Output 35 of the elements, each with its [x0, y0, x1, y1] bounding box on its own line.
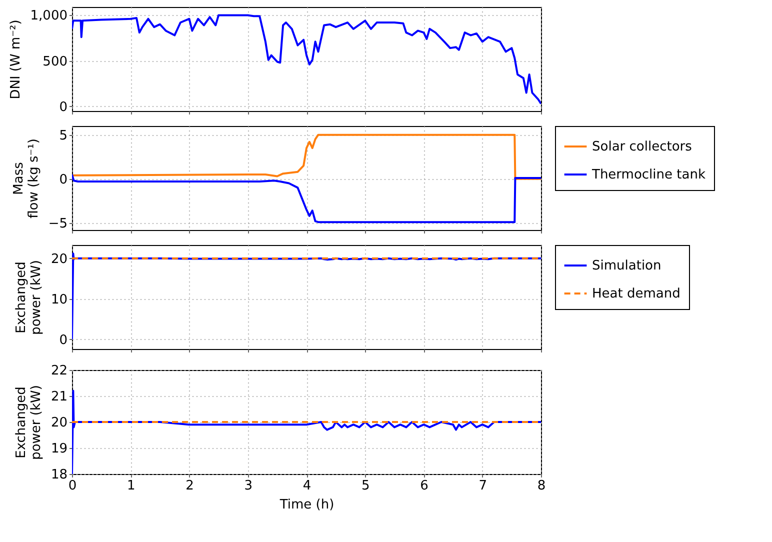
- x-tick-label: 8: [537, 478, 546, 494]
- y-tick-label: 20: [50, 252, 68, 267]
- y-axis-title: Mass flow (kg s⁻¹): [11, 138, 42, 218]
- text: Simulation: [592, 258, 662, 274]
- y-tick-label: 0: [59, 172, 68, 188]
- x-tick-label: 7: [478, 478, 488, 494]
- legend-label: Solar collectors: [592, 140, 692, 154]
- legend-label: Thermocline tank: [591, 168, 706, 182]
- x-tick-label: 1: [126, 478, 136, 494]
- x-tick-label: 5: [361, 478, 370, 494]
- y-tick-label: 500: [42, 54, 68, 70]
- legend-label: Heat demand: [592, 286, 680, 302]
- y-tick-label: 22: [50, 364, 68, 378]
- y-axis-title: DNI (W m⁻²): [8, 20, 24, 100]
- y-tick-label: 1,000: [30, 8, 68, 24]
- y-tick-label: 20: [50, 416, 68, 430]
- x-tick-label: 6: [420, 478, 428, 494]
- y-axis-title: Exchanged power (kW): [14, 260, 44, 335]
- y-tick-label: 0: [59, 100, 68, 115]
- y-tick-label: 10: [50, 292, 68, 308]
- x-axis-title: Time (h): [278, 498, 334, 512]
- y-tick-label: 21: [50, 390, 68, 404]
- x-tick-label: 2: [186, 478, 194, 494]
- y-tick-label: 5: [59, 128, 68, 144]
- y-tick-label: 18: [50, 468, 68, 482]
- y-tick-label: 0: [59, 332, 68, 348]
- y-tick-label: 19: [50, 442, 68, 456]
- x-tick-label: 4: [302, 478, 312, 494]
- line-series: [72, 252, 541, 340]
- line-series: [72, 134, 541, 180]
- y-tick-label: −5: [48, 216, 68, 232]
- line-series: [72, 14, 541, 105]
- y-axis-title: Exchanged power (kW): [14, 385, 44, 460]
- x-tick-label: 3: [244, 478, 253, 494]
- line-series: [72, 173, 541, 224]
